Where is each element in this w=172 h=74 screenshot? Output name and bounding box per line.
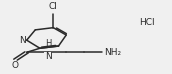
- Text: Cl: Cl: [49, 3, 58, 11]
- Text: NH₂: NH₂: [104, 48, 121, 57]
- Text: HCl: HCl: [139, 18, 155, 27]
- Text: O: O: [12, 61, 19, 70]
- Text: N: N: [45, 52, 52, 61]
- Text: N: N: [19, 36, 26, 45]
- Text: H: H: [45, 39, 51, 48]
